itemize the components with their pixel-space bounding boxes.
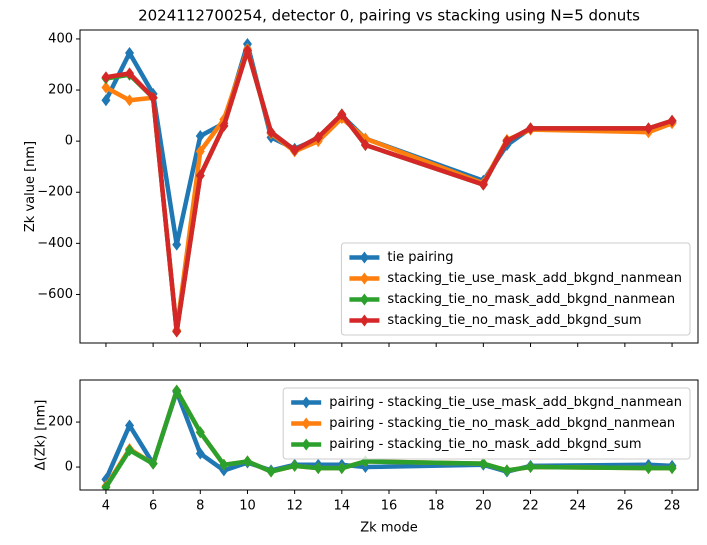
x-tick-label: 4 — [102, 499, 110, 514]
legend-marker — [359, 272, 369, 285]
x-tick-label: 14 — [334, 499, 351, 514]
marker — [242, 455, 252, 468]
legend-marker — [301, 417, 311, 430]
marker — [101, 481, 111, 490]
legend-label: stacking_tie_no_mask_add_bkgnd_nanmean — [387, 292, 675, 307]
marker — [478, 178, 488, 191]
marker — [219, 458, 229, 471]
marker — [195, 145, 205, 158]
x-tick-label: 24 — [569, 499, 586, 514]
legend: pairing - stacking_tie_use_mask_add_bkgn… — [282, 387, 691, 460]
legend-marker — [301, 396, 311, 409]
marker — [502, 135, 512, 148]
marker — [266, 126, 276, 139]
x-tick-label: 16 — [381, 499, 398, 514]
marker — [643, 462, 653, 475]
marker — [667, 114, 677, 127]
y-tick-label: 0 — [65, 134, 73, 149]
marker — [313, 462, 323, 475]
marker — [526, 461, 536, 474]
marker — [266, 465, 276, 478]
marker — [643, 122, 653, 135]
x-tick-label: 8 — [196, 499, 204, 514]
marker — [125, 419, 135, 432]
legend-marker — [359, 251, 369, 264]
marker — [101, 94, 111, 107]
marker — [242, 44, 252, 57]
y-tick-label: −600 — [37, 287, 73, 302]
legend: tie pairing stacking_tie_use_mask_add_bkg… — [340, 242, 691, 336]
plot-area — [101, 38, 677, 338]
marker — [667, 462, 677, 475]
legend-label: tie pairing — [387, 250, 453, 265]
marker — [125, 67, 135, 80]
legend-frame — [282, 387, 691, 460]
marker — [125, 444, 135, 457]
legend-label: stacking_tie_no_mask_add_bkgnd_sum — [387, 313, 641, 328]
legend-marker — [301, 438, 311, 451]
legend-marker — [359, 293, 369, 306]
marker — [290, 144, 300, 157]
x-tick-label: 20 — [475, 499, 492, 514]
y-axis-label: Δ(Zk) [nm] — [34, 400, 49, 471]
legend-label: pairing - stacking_tie_no_mask_add_bkgnd… — [329, 437, 641, 452]
marker — [148, 91, 158, 104]
marker — [526, 122, 536, 135]
x-axis-label: Zk mode — [360, 521, 417, 536]
marker — [502, 464, 512, 477]
chart-title: 2024112700254, detector 0, pairing vs st… — [138, 7, 640, 25]
marker — [125, 94, 135, 107]
marker — [195, 130, 205, 143]
x-tick-label: 6 — [149, 499, 157, 514]
y-tick-label: 400 — [48, 31, 73, 46]
marker — [313, 131, 323, 144]
x-tick-label: 10 — [239, 499, 256, 514]
y-tick-label: 200 — [48, 83, 73, 98]
marker — [172, 384, 182, 397]
marker — [148, 457, 158, 470]
marker — [337, 462, 347, 475]
marker — [195, 447, 205, 460]
x-tick-label: 28 — [664, 499, 681, 514]
x-tick-label: 18 — [428, 499, 445, 514]
y-axis-label: Zk value [nm] — [23, 141, 38, 232]
marker — [172, 325, 182, 338]
y-tick-label: 0 — [65, 460, 73, 475]
legend-label: pairing - stacking_tie_use_mask_add_bkgn… — [329, 395, 682, 410]
x-tick-label: 22 — [522, 499, 539, 514]
y-tick-label: −200 — [37, 185, 73, 200]
marker — [478, 457, 488, 470]
marker — [195, 426, 205, 439]
x-tick-label: 12 — [286, 499, 303, 514]
axes-frame — [79, 379, 699, 491]
legend-frame — [340, 242, 691, 336]
y-tick-label: 200 — [48, 415, 73, 430]
marker — [101, 71, 111, 84]
y-tick-label: −400 — [37, 236, 73, 251]
legend-label: stacking_tie_use_mask_add_bkgnd_nanmean — [387, 271, 682, 286]
x-tick-label: 26 — [617, 499, 634, 514]
axes-frame — [79, 29, 699, 344]
marker — [219, 119, 229, 132]
marker — [337, 108, 347, 121]
plot-area — [101, 384, 677, 490]
marker — [290, 459, 300, 472]
marker — [101, 81, 111, 94]
legend-label: pairing - stacking_tie_no_mask_add_bkgnd… — [329, 416, 675, 431]
marker — [125, 46, 135, 59]
marker — [195, 169, 205, 182]
marker — [360, 138, 370, 151]
marker — [172, 238, 182, 251]
legend-marker — [359, 314, 369, 327]
